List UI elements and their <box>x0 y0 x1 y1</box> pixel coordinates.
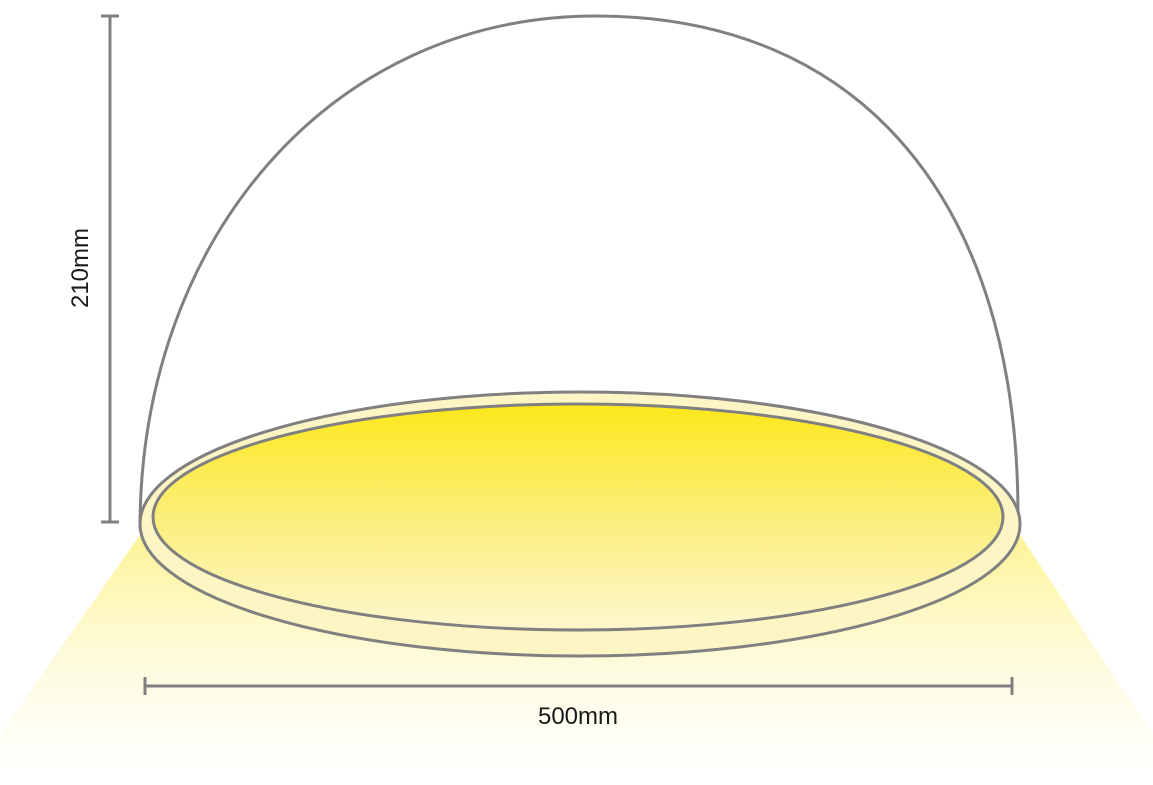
light-disk <box>151 402 1005 632</box>
dome-outline <box>138 14 1020 529</box>
height-dimension <box>101 14 119 524</box>
width-label: 500mm <box>538 703 618 730</box>
width-dimension <box>143 677 1014 695</box>
height-label: 210mm <box>67 228 94 308</box>
